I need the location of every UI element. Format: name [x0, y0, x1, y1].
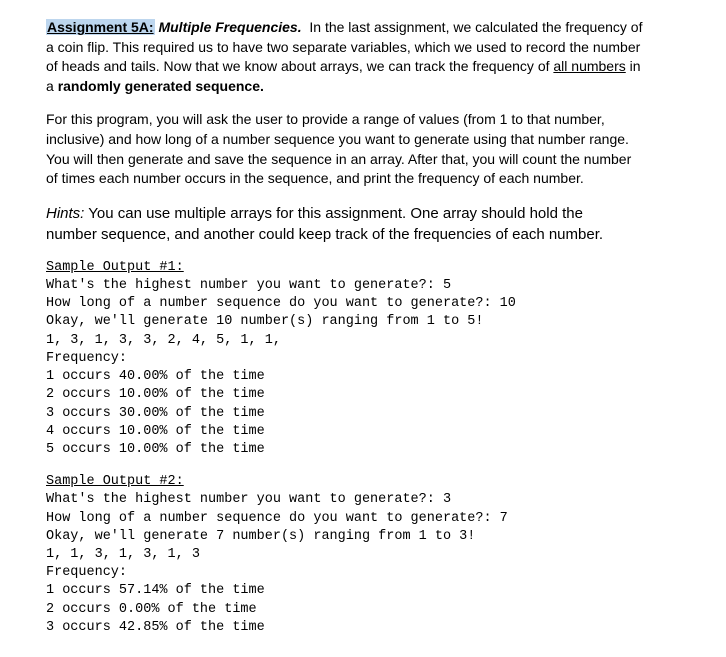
sample1-body: What's the highest number you want to ge…	[46, 278, 516, 457]
sample-output-1: Sample Output #1: What's the highest num…	[46, 259, 686, 459]
assignment-document: Assignment 5A: Multiple Frequencies. In …	[0, 0, 726, 657]
assignment-title: Multiple Frequencies.	[158, 19, 301, 35]
rand-seq-text: randomly generated sequence.	[58, 78, 264, 94]
hints-text: You can use multiple arrays for this ass…	[46, 205, 603, 243]
description-paragraph: For this program, you will ask the user …	[46, 110, 686, 188]
assignment-label: Assignment 5A:	[46, 19, 155, 35]
hints-paragraph: Hints: You can use multiple arrays for t…	[46, 203, 686, 245]
sample2-body: What's the highest number you want to ge…	[46, 492, 508, 635]
all-numbers-text: all numbers	[553, 58, 625, 74]
sample1-title: Sample Output #1:	[46, 260, 184, 275]
description-text: For this program, you will ask the user …	[46, 111, 631, 186]
hints-label: Hints:	[46, 205, 84, 222]
intro-paragraph: Assignment 5A: Multiple Frequencies. In …	[46, 18, 686, 96]
sample2-title: Sample Output #2:	[46, 474, 184, 489]
sample-output-2: Sample Output #2: What's the highest num…	[46, 473, 686, 637]
